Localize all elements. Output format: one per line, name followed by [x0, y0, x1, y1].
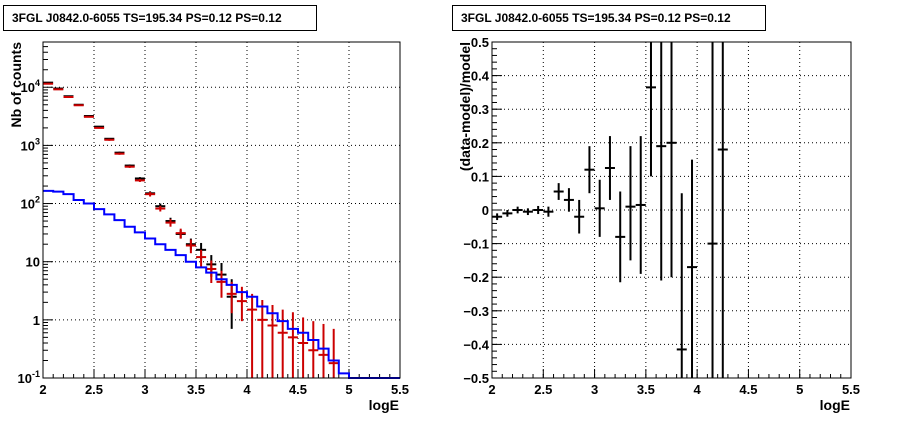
right-y-tick-label: 0.1 — [471, 169, 489, 184]
right-y-tick-label: 0.2 — [471, 136, 489, 151]
right-y-axis-title: (data-model)/model — [457, 42, 473, 171]
right-plot: 2 2.5 3 3.5 4 4.5 5 5.5 −0.5 −0.4 −0.3 −0.2 −0.1 0 0.1… — [457, 35, 860, 413]
right-plot-title: 3FGL J0842.0-6055 TS=195.34 PS=0.12 PS=0… — [452, 5, 766, 31]
right-x-tick-label: 4 — [694, 382, 702, 397]
right-y-tick-label: −0.2 — [463, 270, 489, 285]
right-x-tick-label: 3 — [591, 382, 598, 397]
right-x-axis-title: logE — [820, 397, 850, 413]
right-x-tick-label: 4.5 — [739, 382, 757, 397]
left-plot: 2 2.5 3 3.5 4 4.5 5 5.5 10-1 1 10 102 103 104 logE Nb o… — [8, 41, 409, 413]
left-y-tick-label: 103 — [21, 136, 40, 153]
right-x-tick-label: 2.5 — [534, 382, 552, 397]
left-y-tick-label: 10 — [26, 255, 40, 270]
left-x-axis-title: logE — [369, 397, 399, 413]
left-x-tick-label: 2 — [39, 382, 46, 397]
left-y-tick-label: 1 — [33, 313, 40, 328]
right-y-tick-label: −0.4 — [463, 337, 489, 352]
right-y-tick-label: −0.5 — [463, 371, 489, 386]
right-y-tick-label: 0.4 — [471, 69, 490, 84]
left-x-tick-label: 5.5 — [391, 382, 409, 397]
left-plot-title: 3FGL J0842.0-6055 TS=195.34 PS=0.12 PS=0… — [3, 5, 317, 31]
right-y-tick-label: 0.5 — [471, 35, 489, 50]
left-x-tick-label: 3.5 — [187, 382, 205, 397]
left-x-tick-label: 4.5 — [289, 382, 307, 397]
left-y-axis-title: Nb of counts — [8, 42, 24, 128]
right-x-tick-label: 5 — [796, 382, 803, 397]
right-x-tick-label: 2 — [488, 382, 495, 397]
left-y-tick-label: 102 — [21, 195, 40, 212]
left-y-tick-label: 10-1 — [18, 369, 40, 386]
left-y-tick-label: 104 — [21, 78, 40, 95]
right-y-tick-label: 0 — [482, 203, 489, 218]
right-x-tick-label: 3.5 — [637, 382, 655, 397]
left-x-tick-label: 2.5 — [85, 382, 103, 397]
right-y-tick-label: −0.1 — [463, 237, 489, 252]
left-x-tick-label: 5 — [345, 382, 352, 397]
left-plot-frame — [42, 41, 401, 379]
right-plot-frame — [491, 41, 852, 379]
right-y-tick-label: −0.3 — [463, 304, 489, 319]
right-y-tick-label: 0.3 — [471, 102, 489, 117]
left-x-tick-label: 4 — [243, 382, 251, 397]
left-x-tick-label: 3 — [141, 382, 148, 397]
right-x-tick-label: 5.5 — [842, 382, 860, 397]
left-model-histogram — [43, 189, 400, 379]
